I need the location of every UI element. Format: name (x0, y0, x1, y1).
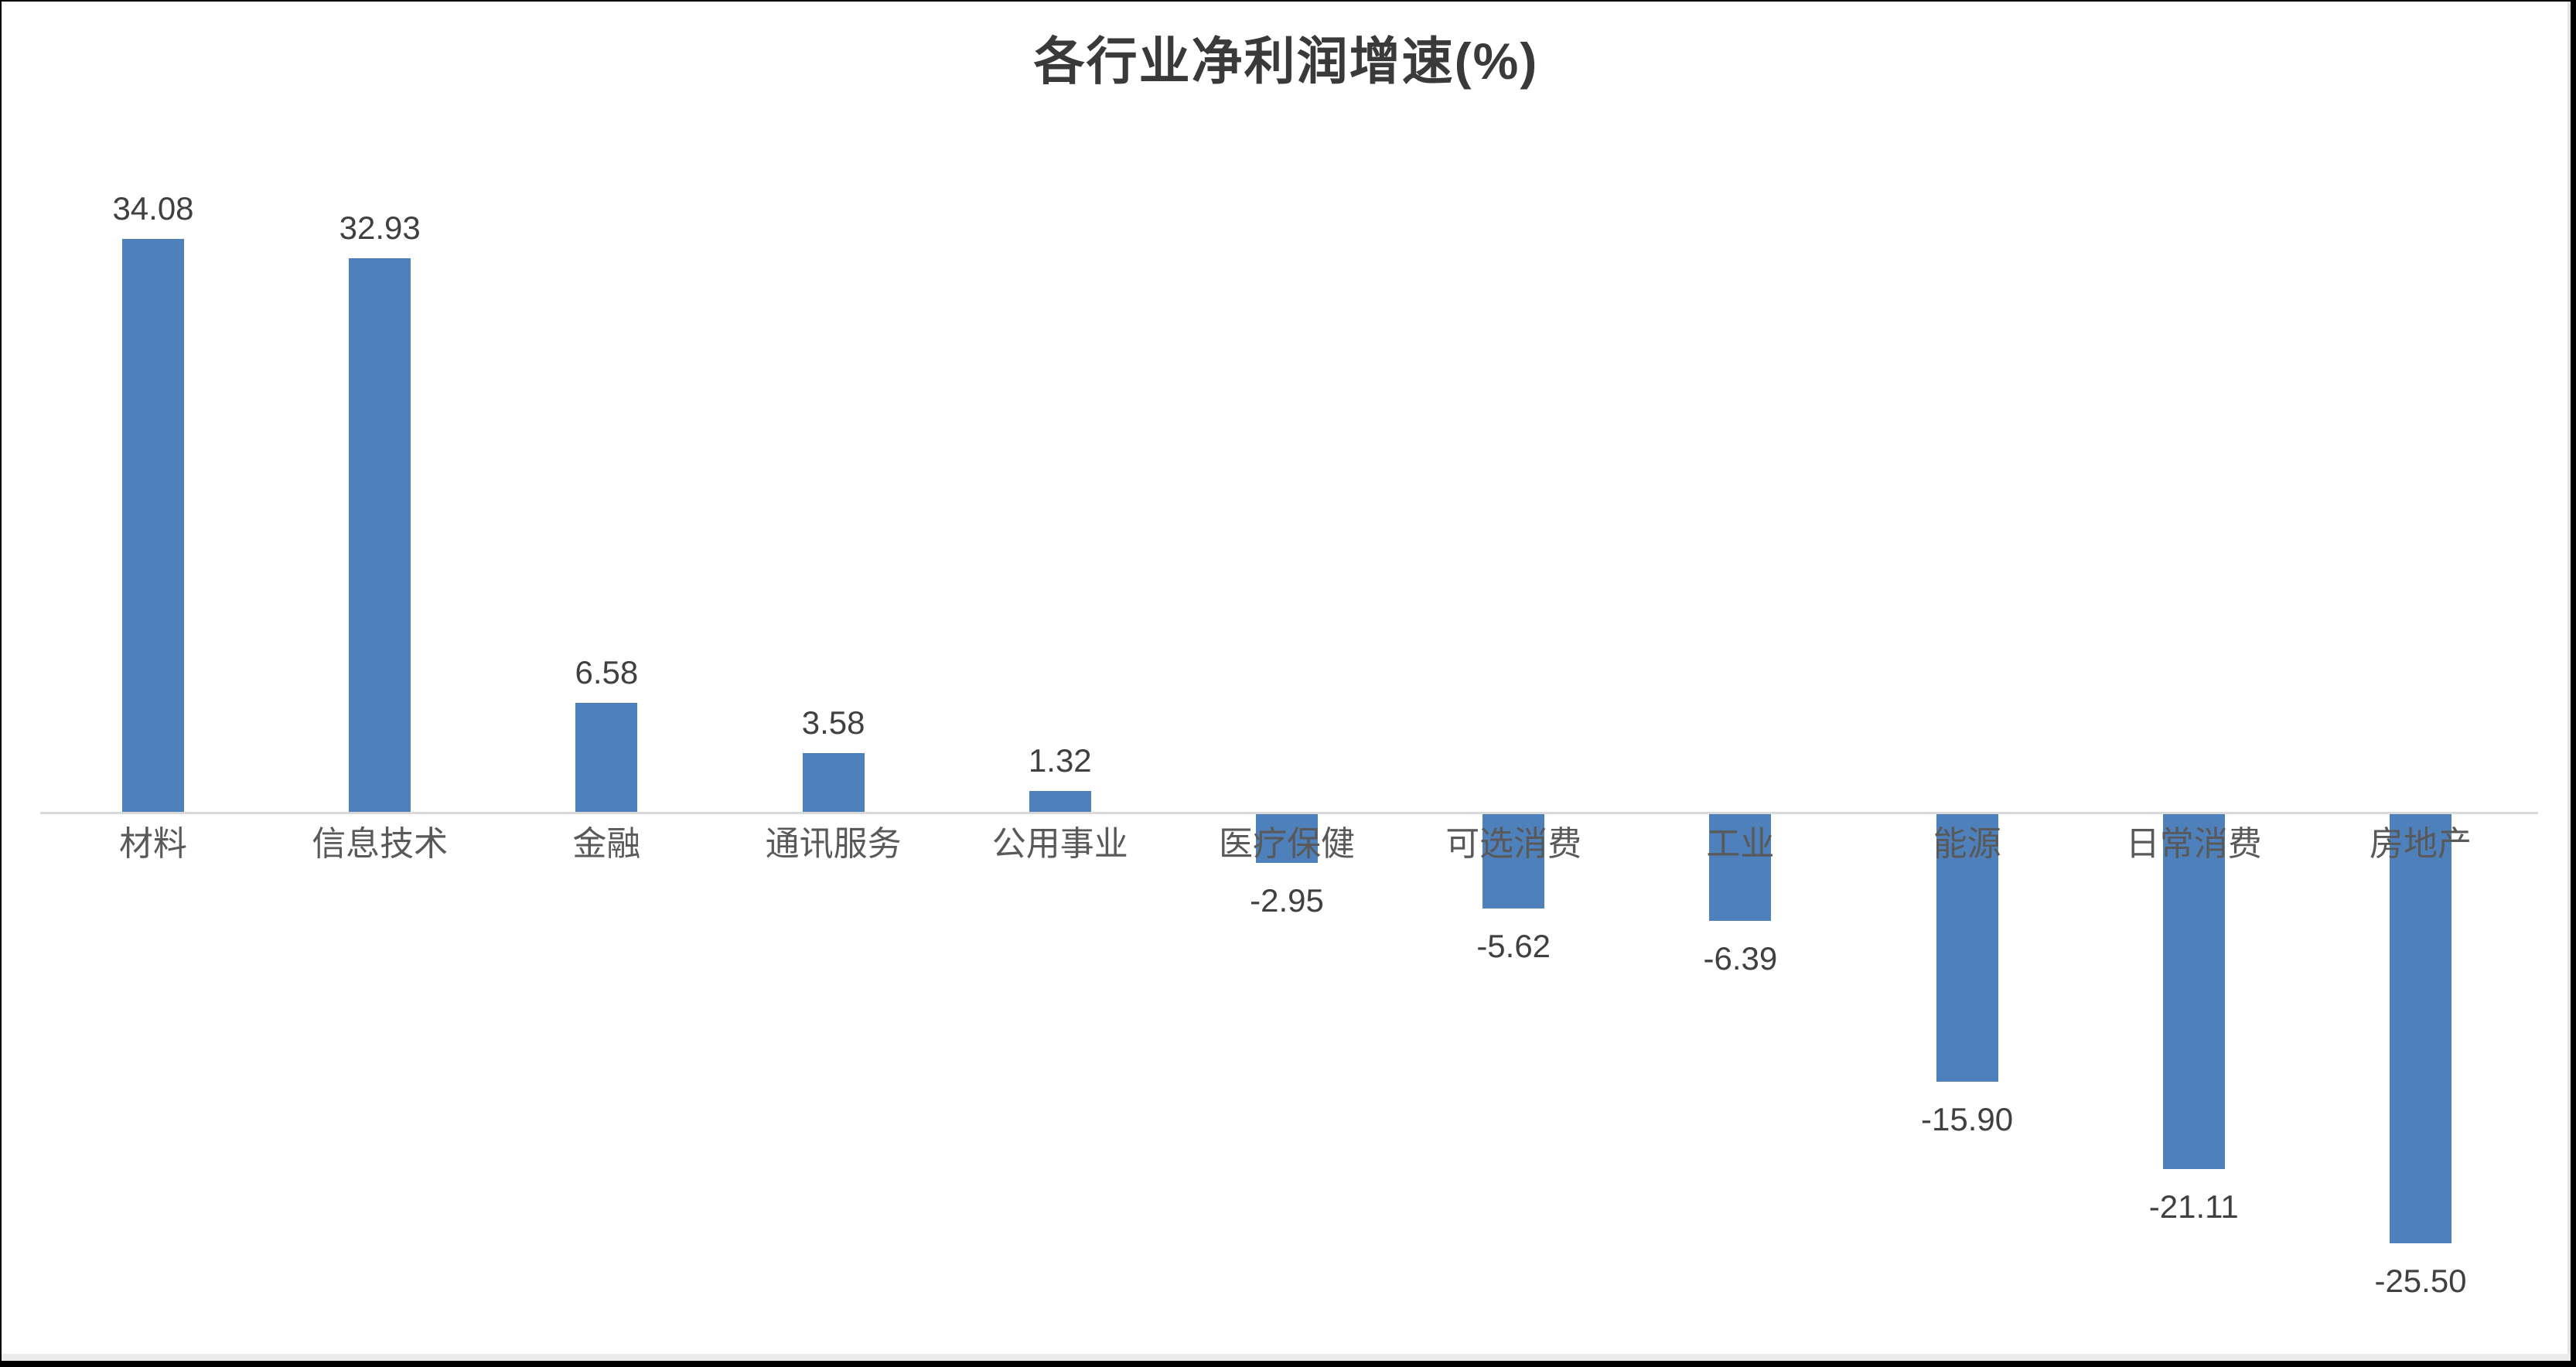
bar (2390, 813, 2451, 1243)
bar (1936, 813, 1998, 1082)
bar (1029, 791, 1091, 813)
value-label: -15.90 (1921, 1100, 2014, 1137)
category-label: 能源 (1933, 825, 2001, 863)
bar (2162, 813, 2225, 1170)
category-label: 信息技术 (312, 825, 449, 863)
category-label: 可选消费 (1445, 825, 1582, 863)
right-edge-strip (2567, 2, 2571, 1361)
bar (802, 752, 865, 813)
category-label: 房地产 (2370, 825, 2472, 863)
value-label: 3.58 (801, 704, 865, 741)
category-label: 日常消费 (2125, 825, 2262, 863)
value-label: -21.11 (2148, 1188, 2239, 1226)
bar (1256, 813, 1318, 864)
x-axis-zero-line (40, 812, 2538, 814)
value-label: -25.50 (2374, 1262, 2467, 1299)
category-label: 公用事业 (991, 825, 1128, 863)
bar (122, 239, 184, 813)
value-label: -5.62 (1476, 927, 1551, 964)
bar (575, 702, 638, 813)
value-label: 1.32 (1028, 742, 1092, 779)
value-label: -2.95 (1250, 882, 1324, 919)
category-label: 工业 (1706, 825, 1775, 863)
category-label: 医疗保健 (1219, 825, 1355, 863)
bottom-edge-strip (2, 1354, 2571, 1361)
bar (349, 258, 411, 813)
category-label: 金融 (572, 825, 641, 863)
bar (1709, 813, 1772, 922)
value-label: 32.93 (339, 210, 421, 247)
value-label: 34.08 (112, 190, 194, 227)
category-label: 材料 (119, 825, 187, 863)
category-label: 通讯服务 (765, 825, 902, 863)
chart-title: 各行业净利润增速(%) (1033, 32, 1539, 90)
value-label: 6.58 (575, 653, 639, 690)
bar (1482, 813, 1545, 908)
value-label: -6.39 (1703, 940, 1778, 977)
